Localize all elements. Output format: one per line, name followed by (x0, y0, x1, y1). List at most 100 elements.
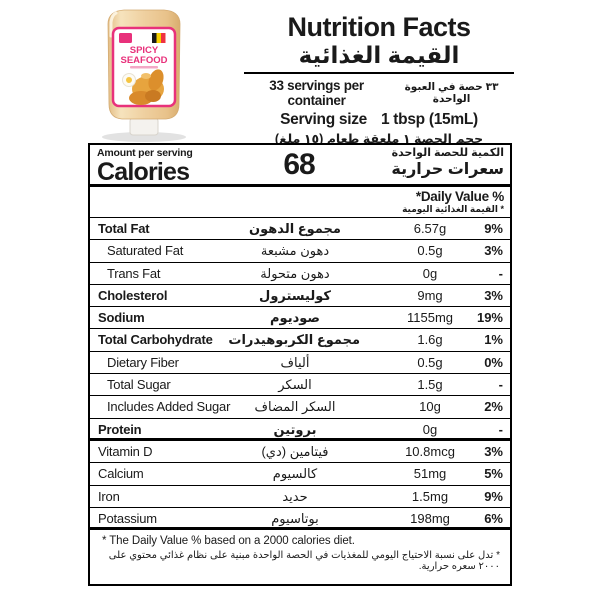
serving-size-line-en: Serving size 1 tbsp (15mL) (244, 111, 514, 129)
serving-size-value: 1 tbsp (15mL) (380, 111, 478, 128)
table-row-total-fat: Total Fat مجموع الدهون 6.57g 9% (90, 218, 510, 241)
nutrient-name-en: Protein (98, 421, 142, 437)
servings-per-container-ar: ٣٣ حصة في العبوة الواحدة (404, 81, 499, 105)
servings-per-container-en: 33 servings per container (269, 78, 364, 108)
nutrient-name-en: Dietary Fiber (107, 354, 179, 370)
table-row-cholesterol: Cholesterol كوليسترول 9mg 3% (90, 285, 510, 308)
nutrient-daily-value: 6% (484, 510, 503, 526)
nutrient-daily-value: 3% (484, 243, 503, 259)
nutrient-name-en: Saturated Fat (107, 243, 184, 259)
nutrient-amount: 1155mg (406, 310, 453, 326)
table-row-trans-fat: Trans Fat دهون متحولة 0g - (90, 263, 510, 285)
calories-section: Amount per serving Calories 68 الكمية لل… (90, 145, 510, 187)
table-row-sodium: Sodium صوديوم 1155mg 19% (90, 307, 510, 330)
nutrient-amount: 10g (419, 399, 441, 415)
nutrient-daily-value: 0% (484, 354, 503, 370)
nutrient-daily-value: - (498, 421, 503, 437)
table-row-total-carbohydrate: Total Carbohydrate مجموع الكربوهيدرات 1.… (90, 329, 510, 352)
table-row-added-sugar: Includes Added Sugar السكر المضاف 10g 2% (90, 396, 510, 419)
table-row-saturated-fat: Saturated Fat دهون مشبعة 0.5g 3% (90, 240, 510, 263)
bottle-shadow (102, 132, 186, 142)
nutrient-daily-value: 5% (484, 466, 503, 482)
nutrient-amount: 10.8mcg (405, 443, 455, 459)
servings-line: 33 servings per container ٣٣ حصة في العب… (244, 78, 514, 108)
nutrient-amount: 1.6g (417, 332, 443, 348)
nutrient-name-ar: ألياف (280, 354, 310, 370)
nutrient-name-en: Includes Added Sugar (107, 399, 231, 415)
nutrient-amount: 0.5g (417, 243, 443, 259)
daily-value-header-ar: * القيمة الغذائية اليومية (402, 204, 504, 214)
nutrient-amount: 0g (422, 265, 438, 281)
nutrient-name-ar: فيتامين (دي) (261, 443, 329, 459)
nutrient-name-ar: بروتين (273, 421, 317, 437)
nutrient-name-en: Sodium (98, 310, 145, 326)
nutrient-daily-value: - (498, 377, 503, 393)
nutrient-name-ar: كوليسترول (259, 287, 331, 303)
nutrient-name-en: Total Sugar (107, 377, 171, 393)
nutrient-name-en: Iron (98, 488, 120, 504)
calories-value: 68 (283, 148, 315, 181)
nutrient-name-ar: مجموع الكربوهيدرات (228, 332, 360, 348)
nutrient-name-en: Vitamin D (98, 443, 153, 459)
nutrient-name-ar: دهون مشبعة (260, 243, 330, 259)
nutrient-daily-value: 1% (484, 332, 503, 348)
calories-label-ar: سعرات حرارية (391, 161, 504, 178)
nutrient-name-en: Calcium (98, 466, 144, 482)
nutrient-name-ar: دهون متحولة (260, 265, 330, 281)
nutrient-daily-value: 19% (476, 310, 503, 326)
footnote-en: * The Daily Value % based on a 2000 calo… (102, 535, 355, 548)
nutrient-name-ar: السكر المضاف (254, 399, 336, 415)
nutrition-facts-panel: Amount per serving Calories 68 الكمية لل… (88, 143, 512, 586)
table-row-protein: Protein بروتين 0g - (90, 419, 510, 441)
nutrient-name-ar: صوديوم (270, 310, 320, 326)
daily-value-header-en: *Daily Value % (415, 189, 504, 204)
table-row-total-sugar: Total Sugar السكر 1.5g - (90, 374, 510, 397)
page-title-en: Nutrition Facts (287, 12, 471, 42)
nutrient-amount: 0g (422, 421, 438, 437)
belgium-flag-icon (152, 33, 166, 43)
label-food-photo (122, 69, 164, 105)
nutrient-daily-value: 3% (484, 287, 503, 303)
table-row-dietary-fiber: Dietary Fiber ألياف 0.5g 0% (90, 352, 510, 375)
calories-ar-block: الكمية للحصة الواحدة سعرات حرارية (391, 147, 504, 180)
footnote-ar: * تدل على نسبة الاحتياج اليومي للمغذيات … (108, 550, 500, 573)
nutrient-name-en: Total Fat (98, 221, 150, 236)
nutrient-daily-value: 3% (484, 443, 503, 459)
nutrient-daily-value: 2% (484, 399, 503, 415)
nutrient-name-en: Total Carbohydrate (98, 332, 213, 348)
brand-logo (119, 33, 132, 43)
nutrient-name-ar: مجموع الدهون (249, 221, 341, 236)
nutrient-amount: 51mg (413, 466, 447, 482)
nutrient-amount: 9mg (417, 287, 443, 303)
nutrient-amount: 0.5g (417, 354, 443, 370)
daily-value-header: *Daily Value % * القيمة الغذائية اليومية (90, 187, 510, 218)
amount-per-serving-ar: الكمية للحصة الواحدة (391, 147, 504, 159)
page-title-ar: القيمة الغذائية (298, 42, 460, 68)
title-divider (244, 72, 514, 74)
nutrient-amount: 1.5mg (411, 488, 449, 504)
label-arabic-text (130, 66, 158, 69)
table-row-vitamin-d: Vitamin D فيتامين (دي) 10.8mcg 3% (90, 441, 510, 464)
serving-size-label: Serving size (280, 111, 367, 128)
table-row-potassium: Potassium بوتاسيوم 198mg 6% (90, 508, 510, 531)
product-bottle-image: SPICY SEAFOOD (102, 9, 186, 142)
nutrient-daily-value: 9% (484, 221, 503, 236)
amount-per-serving-en: Amount per serving (97, 147, 193, 159)
table-row-iron: Iron حديد 1.5mg 9% (90, 486, 510, 508)
nutrient-daily-value: - (498, 265, 503, 281)
bottle-cap (129, 117, 159, 136)
nutrient-amount: 1.5g (417, 377, 443, 393)
nutrient-name-ar: السكر (278, 377, 312, 393)
nutrient-name-en: Cholesterol (98, 287, 168, 303)
nutrient-name-en: Potassium (98, 510, 157, 526)
label-title-line1: SPICY (130, 45, 159, 56)
label-title-line2: SEAFOOD (121, 55, 168, 66)
nutrient-amount: 6.57g (413, 221, 447, 236)
calories-label-en: Calories (97, 158, 190, 186)
nutrient-amount: 198mg (410, 510, 450, 526)
bottle-highlight (109, 11, 118, 38)
nutrient-name-en: Trans Fat (107, 265, 161, 281)
nutrient-name-ar: بوتاسيوم (271, 510, 319, 526)
nutrient-daily-value: 9% (484, 488, 503, 504)
